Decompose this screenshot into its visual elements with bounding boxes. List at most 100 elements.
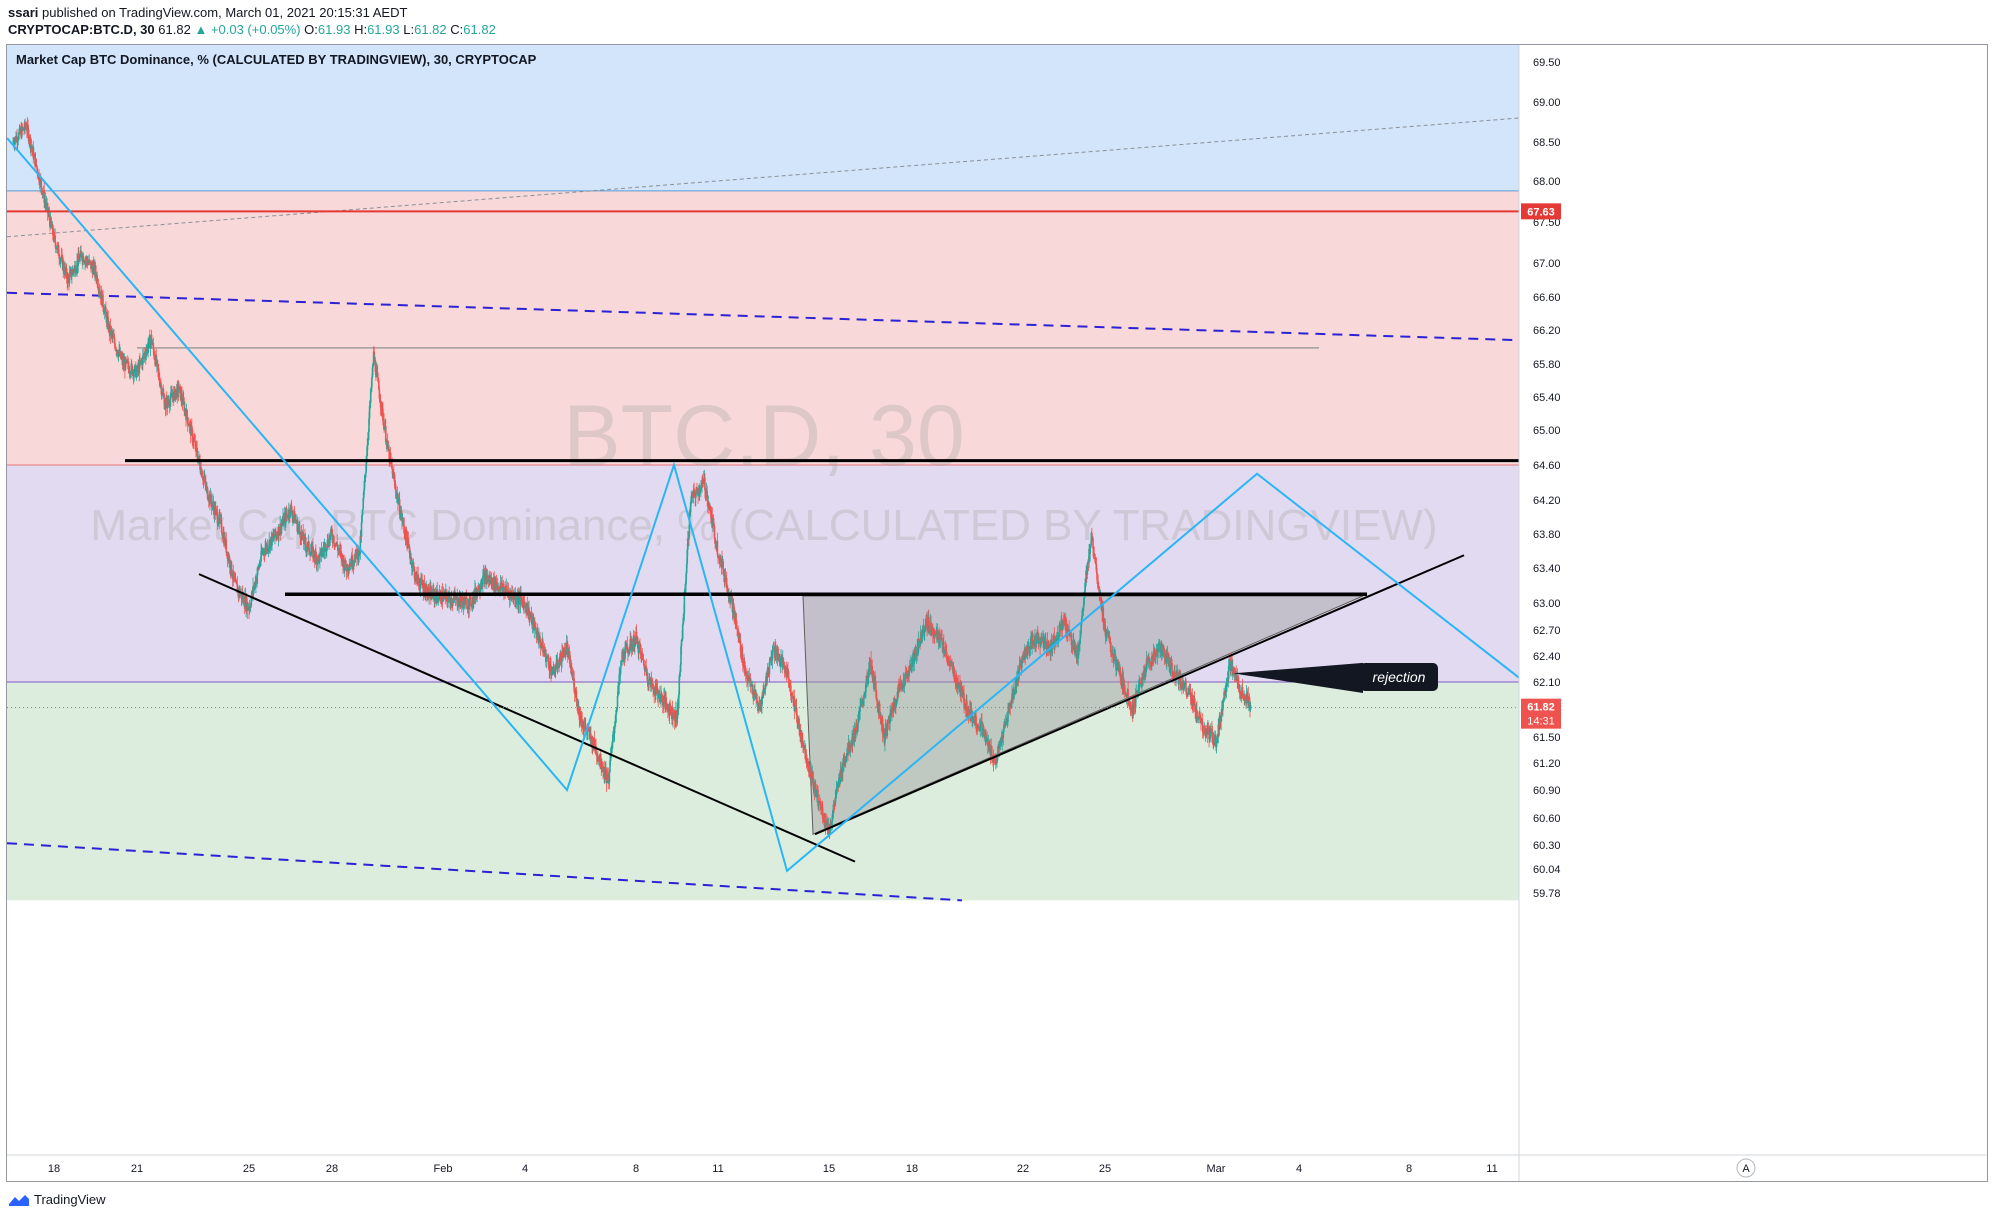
candle-body [779,656,781,667]
candle-body [296,519,299,532]
candle [377,373,380,383]
candle [302,523,304,541]
candle-body [206,486,208,488]
candle-body [961,689,964,697]
candle-body [722,561,725,574]
candle [777,646,780,663]
candle-body [411,566,414,568]
candle-body [343,559,345,571]
candle [608,769,611,790]
candle-body [434,594,436,600]
candle-body [371,377,373,388]
candle [73,265,75,277]
candle-body [793,696,796,711]
candle-body [527,613,529,615]
candle [892,697,895,718]
candle-body [153,356,156,359]
candle [714,539,716,550]
candle-body [126,360,129,363]
candle-body [884,733,886,744]
candle-body [635,631,638,640]
candle-body [306,542,309,548]
candle [536,623,539,642]
candle-body [214,508,217,515]
candle-body [88,260,91,262]
candle-body [878,703,881,717]
candle-body [692,489,695,498]
candle-body [465,597,468,599]
candle-body [764,685,767,690]
candle-body [293,510,296,524]
candle-body [647,681,649,683]
candle-body [701,479,704,482]
candle-body [837,777,840,787]
candle [44,192,47,211]
candle-body [732,603,734,613]
candle-body [556,659,559,668]
candle-body [808,772,811,774]
candle [309,543,312,557]
candle-body [184,408,187,414]
candle [332,535,335,548]
candle-body [87,262,90,264]
candle-body [657,695,660,699]
candle-body [25,127,28,130]
candle [281,519,283,534]
candle [704,473,706,499]
candle [158,372,161,388]
candle-body [58,255,60,259]
candle [43,182,46,209]
candle-body [880,722,883,725]
candle-body [417,580,420,582]
candle-body [369,389,372,403]
candle [328,532,330,551]
price-chart[interactable]: BTC.D, 30 Market Cap BTC Dominance, % (CA… [7,45,1987,1181]
candle-body [464,597,467,605]
candle-body [207,498,209,501]
candle-body [816,789,818,798]
author-name[interactable]: ssari [8,5,39,20]
ohlc-high: 61.93 [367,22,400,37]
candle-body [659,699,662,702]
candle [881,715,884,743]
candle-body [263,549,265,553]
candle-body [665,697,667,704]
candle-body [587,728,590,731]
candle-body [727,590,729,595]
candle [534,616,536,628]
candle [106,312,108,330]
candle [636,636,639,649]
candle-body [663,696,665,703]
candle-body [962,689,964,692]
candle-body [566,642,569,648]
candle-body [362,498,365,509]
chart-frame: BTC.D, 30 Market Cap BTC Dominance, % (CA… [6,44,1988,1182]
candle-body [782,658,785,665]
symbol-label[interactable]: CRYPTOCAP:BTC.D, 30 [8,22,155,37]
candle [227,551,230,564]
candle-body [649,677,652,685]
candle-body [844,761,846,763]
candle [812,771,815,794]
candle [292,510,294,527]
candle-body [686,549,689,564]
candle [855,719,858,731]
candle-body [98,289,101,293]
candle-body [651,683,654,689]
trend-line-dotted [7,117,1519,238]
candle-body [251,591,253,598]
candle-body [627,648,629,654]
candle [754,682,756,696]
candle [130,358,133,378]
candle-body [255,578,257,587]
candle-body [564,650,567,657]
candle-body [949,662,951,666]
candle [97,278,100,296]
candle-body [876,700,879,706]
candle [271,533,274,539]
candle-body [386,441,388,445]
candle [84,257,86,271]
candle [415,571,417,583]
candle-body [694,492,697,499]
candle-body [417,574,419,581]
